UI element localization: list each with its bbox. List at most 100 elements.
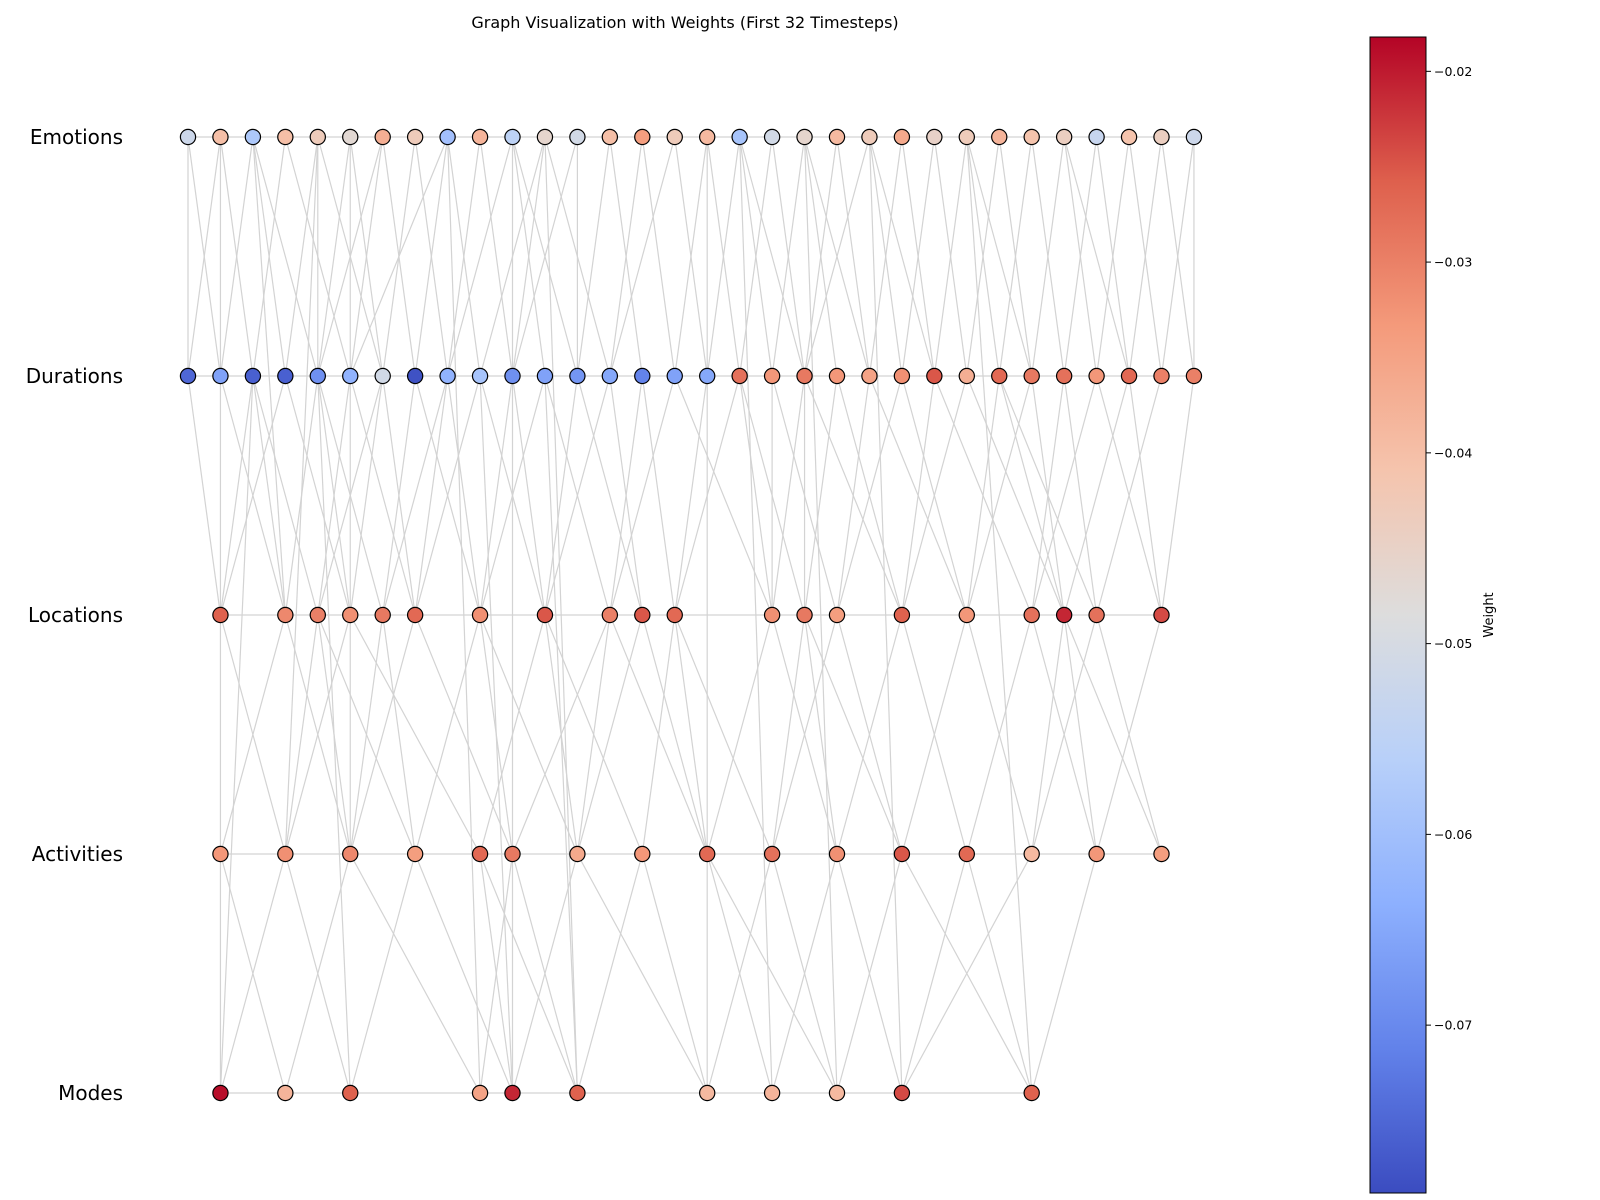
edge [836, 375, 871, 616]
edge [284, 136, 319, 377]
node-emotions [1088, 128, 1105, 146]
node-activities [1153, 845, 1170, 863]
edge [771, 136, 806, 377]
edge [609, 375, 643, 616]
edge [1128, 136, 1163, 377]
edge [706, 853, 838, 1094]
row-label: Activities [32, 842, 123, 866]
edge [901, 375, 968, 616]
edge [219, 375, 286, 616]
node-locations [796, 606, 813, 624]
node-activities [212, 845, 229, 863]
edge [674, 375, 708, 616]
node-emotions [634, 128, 651, 146]
colorbar-tick-label: −0.05 [1434, 636, 1472, 651]
node-emotions [763, 128, 781, 146]
edge [739, 375, 773, 616]
edge [414, 136, 449, 377]
node-emotions [893, 128, 911, 146]
node-durations [861, 367, 878, 385]
colorbar-label: Weight [1482, 592, 1497, 637]
edge [966, 375, 1065, 616]
node-emotions [309, 128, 326, 146]
edge [933, 136, 968, 377]
edge [998, 136, 1033, 377]
node-emotions [731, 128, 748, 146]
edge [284, 375, 351, 616]
edge [511, 136, 578, 377]
node-durations [796, 367, 813, 385]
edge [252, 136, 286, 377]
node-locations [828, 606, 846, 624]
edge [1031, 136, 1065, 377]
edge [349, 853, 481, 1094]
edge [674, 614, 773, 855]
edge [1063, 136, 1098, 377]
node-durations [731, 367, 748, 385]
node-locations [958, 606, 976, 624]
row-label: Modes [58, 1081, 123, 1105]
node-durations [309, 367, 326, 385]
node-emotions [374, 128, 391, 146]
edge [511, 375, 546, 616]
node-emotions [569, 128, 586, 146]
node-emotions [1120, 128, 1138, 146]
edge [447, 136, 481, 377]
edge [1063, 614, 1098, 855]
node-locations [536, 606, 554, 624]
edge [544, 375, 578, 1094]
colorbar-tick-label: −0.03 [1434, 255, 1472, 270]
node-durations [1120, 367, 1138, 385]
edge [544, 375, 611, 616]
node-durations [926, 367, 943, 385]
edge [706, 136, 741, 377]
edge [511, 853, 578, 1094]
node-durations [244, 367, 262, 385]
edge [219, 614, 286, 855]
edge [576, 614, 611, 855]
node-modes [763, 1084, 781, 1102]
edge [219, 136, 254, 377]
node-emotions [439, 128, 456, 146]
edge [349, 614, 384, 855]
colorbar-gradient [1369, 36, 1427, 1194]
edge [219, 375, 254, 1094]
edge [706, 614, 773, 855]
edge [187, 375, 222, 616]
node-locations [212, 606, 229, 624]
edge [252, 375, 286, 616]
row-label: Emotions [30, 125, 123, 149]
node-activities [406, 845, 424, 863]
edge [803, 136, 871, 377]
edge [1096, 614, 1163, 855]
edge [576, 136, 611, 377]
node-emotions [244, 128, 262, 146]
node-emotions [212, 128, 229, 146]
edge [414, 375, 481, 616]
chart-title: Graph Visualization with Weights (First … [471, 13, 898, 32]
edge [706, 853, 773, 1094]
edge [609, 136, 676, 377]
node-activities [1023, 845, 1040, 863]
edge [901, 375, 935, 616]
edge [739, 136, 806, 377]
edge [414, 614, 514, 855]
node-locations [471, 606, 489, 624]
edge [1160, 375, 1195, 616]
node-locations [1055, 606, 1073, 624]
edge [771, 853, 838, 1094]
edge [966, 136, 1033, 377]
edge [252, 375, 319, 616]
node-emotions [1185, 128, 1203, 146]
node-modes [212, 1084, 229, 1102]
node-activities [828, 845, 846, 863]
node-emotions [666, 128, 683, 146]
edge [641, 853, 708, 1094]
node-durations [277, 367, 294, 385]
edge [966, 614, 1033, 855]
row-lines-layer [188, 136, 1194, 1094]
edge [284, 614, 319, 855]
edge [349, 136, 449, 377]
edge [219, 375, 254, 616]
